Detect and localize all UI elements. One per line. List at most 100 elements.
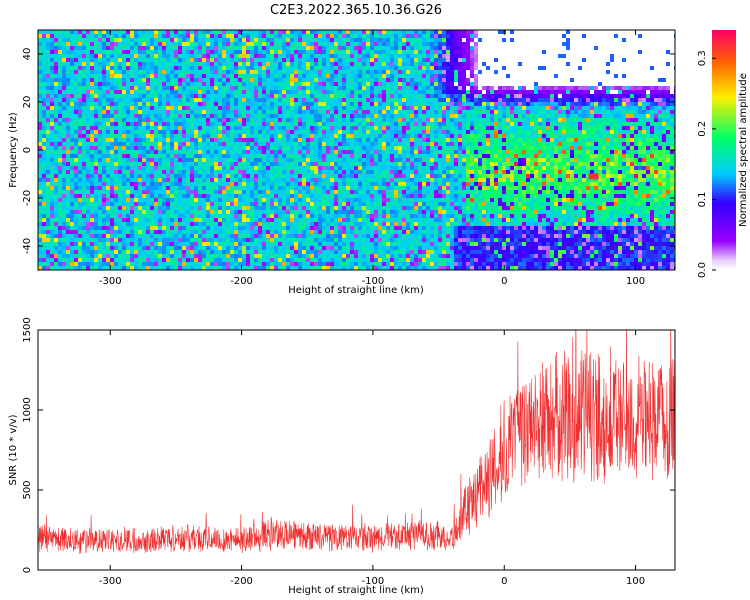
heatmap-cell xyxy=(122,166,126,170)
heatmap-cell xyxy=(106,226,110,230)
heatmap-cell xyxy=(74,170,78,174)
heatmap-cell xyxy=(138,70,142,74)
heatmap-cell xyxy=(114,158,118,162)
heatmap-cell xyxy=(186,238,190,242)
heatmap-cell xyxy=(270,50,274,54)
heatmap-cell xyxy=(266,42,270,46)
heatmap-cell xyxy=(334,190,338,194)
heatmap-cell xyxy=(142,170,146,174)
heatmap-cell xyxy=(214,154,218,158)
heatmap-cell xyxy=(362,70,366,74)
heatmap-cell xyxy=(358,42,362,46)
heatmap-cell xyxy=(146,74,150,78)
heatmap-cell xyxy=(194,158,198,162)
heatmap-cell xyxy=(298,170,302,174)
heatmap-cell xyxy=(314,178,318,182)
heatmap-cell xyxy=(318,194,322,198)
heatmap-cell xyxy=(50,58,54,62)
heatmap-cell xyxy=(334,78,338,82)
heatmap-cell xyxy=(94,34,98,38)
heatmap-cell xyxy=(190,150,194,154)
heatmap-cell xyxy=(286,54,290,58)
heatmap-cell xyxy=(166,114,170,118)
heatmap-cell xyxy=(46,246,50,250)
heatmap-cell xyxy=(358,138,362,142)
heatmap-cell xyxy=(118,170,122,174)
heatmap-cell xyxy=(302,150,306,154)
heatmap-cell xyxy=(334,130,338,134)
heatmap-cell xyxy=(154,246,158,250)
heatmap-cell xyxy=(190,238,194,242)
heatmap-cell xyxy=(262,198,266,202)
heatmap-cell xyxy=(150,54,154,58)
heatmap-cell xyxy=(350,186,354,190)
heatmap-cell xyxy=(178,234,182,238)
heatmap-cell xyxy=(230,234,234,238)
heatmap-cell xyxy=(78,254,82,258)
heatmap-cell xyxy=(342,130,346,134)
heatmap-cell xyxy=(54,34,58,38)
heatmap-cell xyxy=(90,142,94,146)
heatmap-cell xyxy=(70,162,74,166)
heatmap-cell xyxy=(358,186,362,190)
heatmap-cell xyxy=(274,226,278,230)
heatmap-cell xyxy=(334,166,338,170)
heatmap-cell xyxy=(178,170,182,174)
heatmap-cell xyxy=(354,78,358,82)
heatmap-cell xyxy=(190,74,194,78)
heatmap-cell xyxy=(346,190,350,194)
heatmap-cell xyxy=(234,38,238,42)
heatmap-cell xyxy=(330,230,334,234)
heatmap-cell xyxy=(230,158,234,162)
heatmap-cell xyxy=(342,158,346,162)
heatmap-cell xyxy=(334,170,338,174)
heatmap-cell xyxy=(214,130,218,134)
heatmap-cell xyxy=(46,78,50,82)
heatmap-cell xyxy=(318,226,322,230)
heatmap-cell xyxy=(178,246,182,250)
heatmap-cell xyxy=(202,86,206,90)
heatmap-cell xyxy=(182,134,186,138)
heatmap-cell xyxy=(286,206,290,210)
heatmap-cell xyxy=(302,78,306,82)
heatmap-cell xyxy=(162,178,166,182)
heatmap-cell xyxy=(142,162,146,166)
heatmap-cell xyxy=(370,66,374,70)
heatmap-cell xyxy=(70,202,74,206)
heatmap-cell xyxy=(330,50,334,54)
heatmap-cell xyxy=(90,38,94,42)
heatmap-cell xyxy=(274,46,278,50)
heatmap-cell xyxy=(250,258,254,262)
heatmap-cell xyxy=(150,142,154,146)
heatmap-cell xyxy=(142,178,146,182)
heatmap-cell xyxy=(310,62,314,66)
heatmap-cell xyxy=(130,258,134,262)
heatmap-cell xyxy=(322,66,326,70)
heatmap-cell xyxy=(74,78,78,82)
heatmap-cell xyxy=(94,38,98,42)
heatmap-cell xyxy=(162,126,166,130)
heatmap-cell xyxy=(334,106,338,110)
heatmap-cell xyxy=(314,106,318,110)
heatmap-cell xyxy=(338,230,342,234)
heatmap-cell xyxy=(266,70,270,74)
heatmap-cell xyxy=(258,262,262,266)
heatmap-cell xyxy=(258,94,262,98)
heatmap-cell xyxy=(154,182,158,186)
heatmap-cell xyxy=(194,102,198,106)
heatmap-cell xyxy=(358,262,362,266)
heatmap-cell xyxy=(354,202,358,206)
heatmap-cell xyxy=(134,98,138,102)
heatmap-cell xyxy=(70,158,74,162)
heatmap-cell xyxy=(42,170,46,174)
heatmap-cell xyxy=(342,146,346,150)
heatmap-cell xyxy=(190,198,194,202)
heatmap-cell xyxy=(146,70,150,74)
heatmap-cell xyxy=(186,218,190,222)
heatmap-cell xyxy=(234,66,238,70)
heatmap-cell xyxy=(258,202,262,206)
heatmap-cell xyxy=(86,122,90,126)
heatmap-cell xyxy=(70,94,74,98)
heatmap-cell xyxy=(162,262,166,266)
heatmap-cell xyxy=(54,102,58,106)
